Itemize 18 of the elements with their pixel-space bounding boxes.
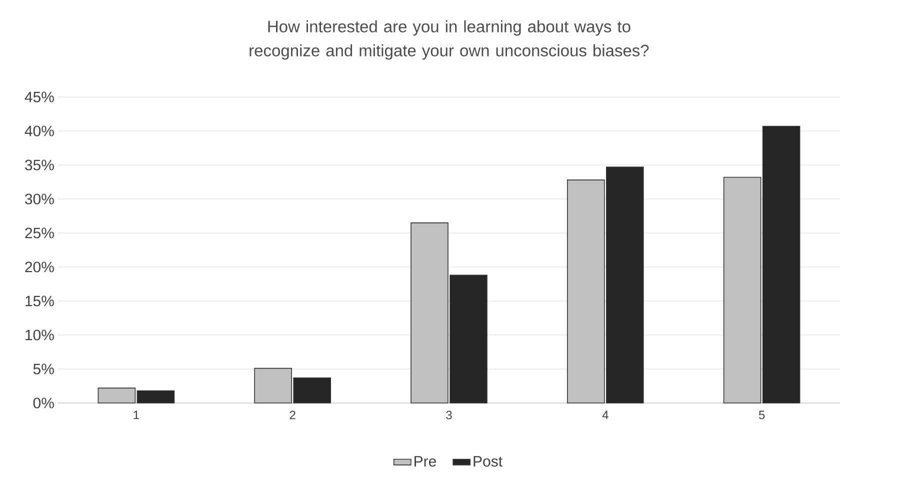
x-tick-label: 4 (602, 410, 608, 420)
y-tick-label: 30% (25, 194, 54, 204)
chart-title: How interested are you in learning about ways to recognize and mitigate your own unconscious biases? (250, 20, 649, 60)
y-tick-label: 25% (25, 228, 54, 238)
y-tick-label: 20% (25, 262, 54, 272)
y-tick-label: 40% (24, 126, 54, 136)
x-tick-label: 3 (446, 410, 452, 420)
legend-label: Pre (414, 456, 436, 467)
x-tick-label: 5 (758, 410, 765, 420)
legend-label: Post (474, 456, 502, 467)
y-tick-label: 5% (33, 364, 54, 374)
x-tick-label: 2 (290, 410, 296, 420)
x-tick-label: 1 (134, 410, 139, 420)
y-tick-label: 0% (33, 398, 54, 408)
y-tick-label: 35% (25, 160, 54, 170)
y-tick-label: 45% (24, 92, 54, 102)
y-tick-label: 15% (26, 296, 54, 306)
y-tick-label: 10% (26, 330, 54, 340)
